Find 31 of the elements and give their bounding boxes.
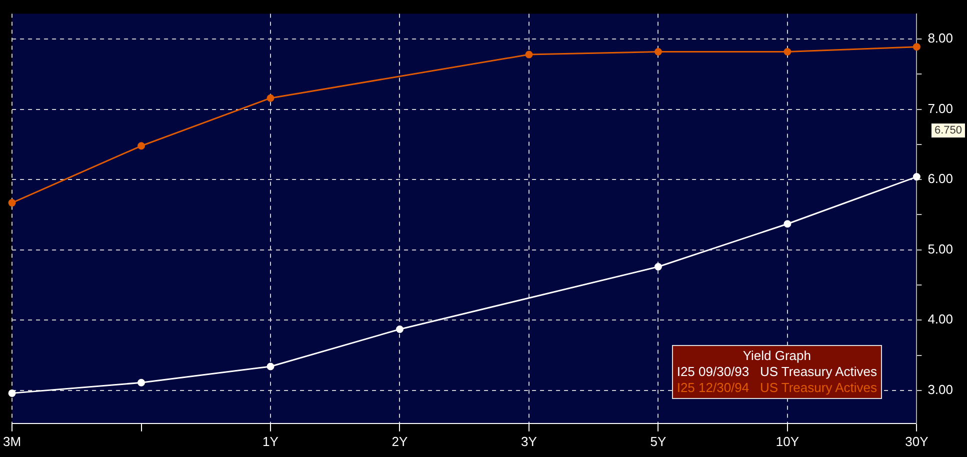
x-tick-label: 3M (3, 434, 22, 449)
y-tick-label: 7.00 (928, 100, 954, 116)
x-tick-label: 10Y (776, 434, 800, 449)
legend-title: Yield Graph (742, 348, 812, 364)
point (912, 173, 920, 181)
point (266, 94, 274, 102)
y-tick-label: 4.00 (928, 312, 954, 327)
point (784, 48, 792, 56)
x-tick-label: 30Y (905, 434, 929, 449)
text: 6.750 (934, 124, 962, 137)
point (654, 48, 662, 56)
text: I25 09/30/93 US Treasury Actives (676, 364, 877, 380)
x-tick-label: 5Y (650, 434, 666, 449)
y-tick-label: 3.00 (928, 382, 954, 397)
point (396, 326, 404, 334)
y-tick-label: 8.00 (928, 30, 954, 46)
x-tick-label: 2Y (392, 434, 408, 449)
point (8, 389, 16, 397)
x-tick-label: 1Y (262, 434, 279, 449)
point (525, 50, 533, 58)
point (266, 362, 274, 370)
point (8, 199, 16, 207)
point (138, 142, 146, 150)
x-tick-label: 3Y (521, 434, 538, 449)
text: I25 12/30/94 US Treasury Actives (676, 380, 877, 396)
point (784, 220, 792, 228)
point (138, 378, 146, 386)
point (912, 43, 920, 51)
point (654, 262, 662, 270)
y-tick-label: 6.00 (928, 171, 954, 186)
y-tick-label: 5.00 (928, 241, 954, 256)
